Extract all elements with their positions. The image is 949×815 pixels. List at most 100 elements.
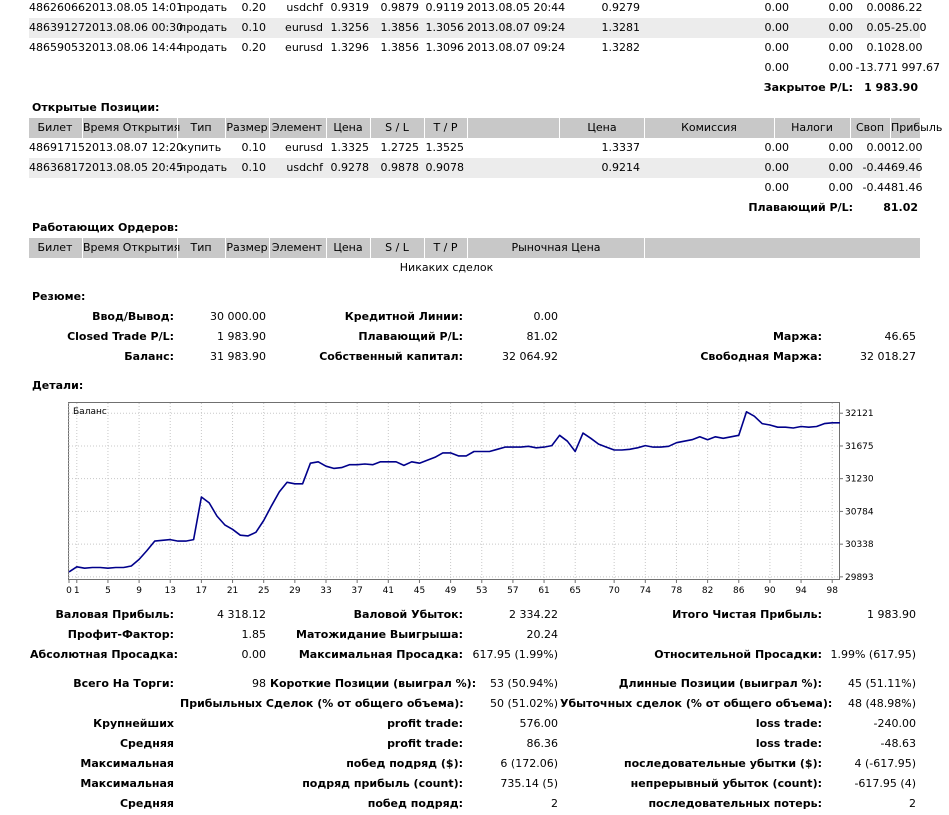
closed-pl-row: Закрытое P/L: 1 983.90	[29, 78, 920, 98]
open-taxes: 0.00	[828, 161, 854, 174]
long-positions-label: Длинные Позиции (выиграл %):	[618, 677, 822, 690]
closed-sl: 1.3856	[380, 41, 420, 54]
margin-value: 46.65	[884, 330, 917, 343]
max-losses-label: последовательные убытки ($):	[624, 757, 822, 770]
total-trades-label: Всего На Торги:	[73, 677, 174, 690]
balance-chart: 0 1 5 9 13 17 21 25 29 33 37 41 45 49 53 57 61 65 70 74 78 82…	[66, 402, 874, 596]
chart-x-tick-label: 9	[136, 586, 142, 596]
table-row: 48691715 2013.08.07 12:20 купить 0.10 eurusd…	[29, 138, 923, 158]
open-total-swap: -0.44	[862, 181, 891, 194]
open-size: 0.10	[241, 161, 267, 174]
closed-swap: 0.10	[866, 41, 892, 54]
open-totals-row: 0.00 0.00 -0.44 81.46	[29, 178, 923, 198]
col-profit: Прибыль	[891, 121, 943, 134]
chart-x-tick-label: 49	[445, 586, 457, 596]
summary-floating-value: 81.02	[526, 330, 559, 343]
largest-loss-label: loss trade:	[755, 717, 822, 730]
chart-x-tick-label: 61	[538, 586, 549, 596]
chart-x-tick-label: 82	[702, 586, 713, 596]
closed-sl: 0.9879	[380, 1, 420, 14]
wo-col-open-time: Время Открытия	[83, 241, 181, 254]
floating-pl-row: Плавающий P/L: 81.02	[29, 198, 920, 218]
summary-floating-label: Плавающий P/L:	[358, 330, 463, 343]
closed-trade-pl-value: 1 983.90	[217, 330, 266, 343]
free-margin-value: 32 018.27	[860, 350, 916, 363]
profit-trades-label: Прибыльных Сделок (% от общего объема):	[180, 697, 464, 710]
closed-tp: 1.3096	[425, 41, 465, 54]
closed-taxes: 0.00	[828, 1, 854, 14]
table-row: 48636817 2013.08.05 20:45 продать 0.10 usdch…	[29, 158, 923, 178]
relative-drawdown-label: Относительной Просадки:	[654, 648, 822, 661]
max-drawdown-label: Максимальная Просадка:	[298, 648, 463, 661]
net-profit-label: Итого Чистая Прибыль:	[672, 608, 822, 621]
open-tp: 1.3525	[425, 141, 465, 154]
closed-sl: 1.3856	[380, 21, 420, 34]
avg-losses-label: последовательных потерь:	[648, 797, 822, 810]
closed-profit: 28.00	[891, 41, 923, 54]
chart-y-tick-label: 32121	[845, 409, 874, 419]
closed-total-commission: 0.00	[764, 61, 790, 74]
closed-close_price: 1.3281	[601, 21, 641, 34]
col-price: Цена	[333, 121, 363, 134]
open-ticket: 48636817	[29, 161, 85, 174]
short-positions-value: 53 (50.94%)	[489, 677, 558, 690]
loss-trades-label: Убыточных сделок (% от общего объема):	[560, 697, 833, 710]
chart-y-tick-label: 30784	[845, 507, 874, 517]
col-open-time: Время Открытия	[83, 121, 181, 134]
closed-close_price: 1.3282	[601, 41, 641, 54]
closed-size: 0.20	[241, 1, 267, 14]
gross-loss-label: Валовой Убыток:	[353, 608, 463, 621]
open-total-taxes: 0.00	[828, 181, 854, 194]
open-price: 0.9278	[330, 161, 370, 174]
closed-size: 0.20	[241, 41, 267, 54]
profit-factor-value: 1.85	[241, 628, 267, 641]
closed-profit: 86.22	[891, 1, 923, 14]
closed-ticket: 48639127	[29, 21, 85, 34]
short-positions-label: Короткие Позиции (выиграл %):	[270, 677, 477, 690]
closed-item: eurusd	[285, 41, 323, 54]
open-type: продать	[179, 161, 228, 174]
chart-x-tick-label: 29	[289, 586, 301, 596]
net-profit-value: 1 983.90	[867, 608, 916, 621]
floating-pl-value: 81.02	[883, 201, 918, 214]
max-profit-count-value: 735.14 (5)	[500, 777, 558, 790]
wo-col-sl: S / L	[385, 241, 409, 254]
col-swap: Своп	[855, 121, 885, 134]
margin-label: Маржа:	[772, 330, 822, 343]
closed-swap: 0.00	[866, 1, 892, 14]
open-profit: 69.46	[891, 161, 923, 174]
closed-type: продать	[179, 21, 228, 34]
chart-x-tick-label: 21	[227, 586, 238, 596]
chart-x-tick-label: 90	[764, 586, 776, 596]
closed-close_time: 2013.08.05 20:44	[467, 1, 566, 14]
deposit-label: Ввод/Вывод:	[92, 310, 174, 323]
expected-payoff-label: Матожидание Выигрыша:	[296, 628, 463, 641]
wo-col-price: Цена	[333, 241, 363, 254]
max-wins-value: 6 (172.06)	[500, 757, 558, 770]
credit-label: Кредитной Линии:	[344, 310, 463, 323]
chart-x-tick-label: 45	[414, 586, 425, 596]
closed-time: 2013.08.06 00:30	[85, 21, 184, 34]
chart-x-tick-label: 57	[507, 586, 518, 596]
closed-close_time: 2013.08.07 09:24	[467, 21, 566, 34]
max-wins-label: побед подряд ($):	[346, 757, 463, 770]
chart-x-tick-label: 1	[74, 586, 80, 596]
average-profit-label: profit trade:	[387, 737, 463, 750]
loss-trades-value: 48 (48.98%)	[847, 697, 916, 710]
closed-time: 2013.08.06 14:44	[85, 41, 184, 54]
closed-commission: 0.00	[764, 41, 790, 54]
col-market-price: Цена	[587, 121, 617, 134]
equity-value: 32 064.92	[502, 350, 558, 363]
maximum-label: Максимальная	[80, 757, 174, 770]
col-taxes: Налоги	[791, 121, 833, 134]
closed-total-profit: 1 997.67	[891, 61, 940, 74]
average-loss-label: loss trade:	[755, 737, 822, 750]
closed-type: продать	[179, 1, 228, 14]
chart-y-tick-label: 31675	[845, 442, 874, 452]
closed-trade-pl-label: Closed Trade P/L:	[67, 330, 174, 343]
relative-drawdown-value: 1.99% (617.95)	[830, 648, 916, 661]
equity-label: Собственный капитал:	[319, 350, 463, 363]
open-time: 2013.08.05 20:45	[85, 161, 184, 174]
chart-x-tick-label: 78	[671, 586, 683, 596]
profit-trades-value: 50 (51.02%)	[489, 697, 558, 710]
